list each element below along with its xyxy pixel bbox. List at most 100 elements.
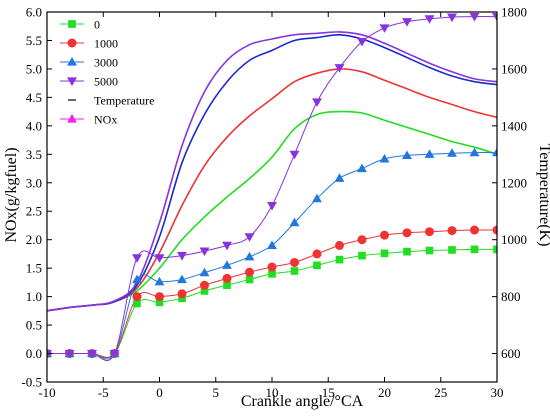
y-right-tick-label: 1400	[501, 118, 527, 133]
legend-label-3000: 3000	[94, 56, 118, 70]
nox-point-5000	[334, 64, 345, 73]
temperature-line-0	[47, 110, 497, 312]
legend-marker-3000	[67, 57, 77, 66]
y-axis-right-label: Temperature(K)	[536, 144, 550, 247]
nox-point-1000	[425, 227, 434, 237]
nox-point-0	[313, 261, 321, 270]
nox-point-1000	[335, 240, 344, 250]
nox-point-0	[403, 247, 411, 256]
nox-point-0	[245, 275, 254, 284]
nox-point-5000	[199, 247, 210, 257]
x-tick-label: 25	[434, 385, 447, 400]
nox-point-1000	[155, 292, 164, 302]
y-left-tick-label: 2.0	[26, 232, 42, 247]
nox-point-5000	[289, 150, 300, 160]
nox-point-0	[200, 287, 209, 295]
nox-point-1000	[470, 225, 479, 235]
nox-point-5000	[64, 349, 75, 359]
plot-area	[46, 11, 498, 383]
nox-point-3000	[199, 267, 210, 277]
nox-point-3000	[469, 147, 480, 157]
nox-point-0	[178, 294, 186, 303]
nox-point-5000	[447, 13, 457, 23]
nox-point-5000	[244, 233, 255, 242]
nox-point-3000	[267, 240, 277, 249]
nox-line-3000	[47, 152, 497, 360]
y-right-tick-label: 1800	[501, 5, 527, 20]
nox-point-3000	[289, 217, 300, 227]
x-tick-label: 5	[213, 385, 220, 400]
nox-point-0	[358, 251, 366, 260]
legend-label-1000: 1000	[94, 37, 118, 51]
nox-point-5000	[424, 15, 435, 24]
nox-point-0	[155, 298, 164, 307]
nox-point-5000	[312, 98, 322, 107]
legend-label-0: 0	[94, 18, 100, 32]
nox-point-1000	[200, 280, 209, 290]
nox-point-3000	[379, 153, 390, 163]
temperature-line-3000	[47, 33, 497, 312]
y-left-tick-label: 4.5	[26, 90, 42, 105]
nox-point-5000	[109, 349, 120, 359]
nox-point-1000	[447, 226, 457, 236]
nox-point-0	[290, 267, 299, 275]
y-left-tick-label: 4.0	[26, 118, 42, 133]
nox-point-1000	[492, 225, 497, 235]
legend-marker-1000	[67, 38, 77, 48]
y-left-tick-label: 5.5	[26, 33, 42, 48]
nox-point-1000	[245, 267, 254, 277]
nox-point-5000	[47, 349, 52, 359]
nox-point-1000	[267, 262, 277, 272]
x-tick-label: -5	[98, 385, 109, 400]
legend-label-NOx: NOx	[94, 113, 117, 127]
nox-point-3000	[447, 148, 457, 157]
legend-marker-0	[68, 20, 76, 28]
nox-point-3000	[244, 251, 255, 261]
nox-point-0	[335, 255, 344, 264]
nox-point-1000	[380, 230, 389, 240]
nox-point-0	[380, 249, 389, 258]
nox-point-1000	[132, 292, 142, 302]
y-left-tick-label: 2.5	[26, 204, 42, 219]
nox-point-3000	[402, 150, 412, 160]
y-right-tick-label: 600	[501, 346, 521, 361]
nox-point-5000	[357, 38, 367, 47]
legend-marker-NOx	[67, 114, 77, 123]
legend: 0 1000 3000 5000 Temperature NOx	[60, 18, 154, 127]
nox-point-5000	[379, 24, 390, 33]
y-right-tick-label: 1200	[501, 175, 527, 190]
series-group	[47, 12, 497, 362]
x-tick-label: 30	[491, 385, 504, 400]
nox-point-3000	[154, 276, 165, 286]
nox-point-5000	[177, 252, 187, 261]
nox-point-1000	[357, 235, 367, 245]
nox-point-5000	[402, 18, 412, 27]
y-left-tick-label: 3.0	[26, 175, 42, 190]
nox-point-0	[448, 246, 456, 254]
nox-point-3000	[334, 173, 345, 182]
legend-label-5000: 5000	[94, 75, 118, 89]
x-tick-label: 10	[266, 385, 279, 400]
nox-point-5000	[267, 201, 277, 211]
temperature-line-5000	[47, 31, 497, 312]
nox-point-0	[223, 281, 231, 290]
nox-point-3000	[177, 274, 187, 284]
nox-point-1000	[312, 249, 322, 259]
y-left-tick-label: 1.5	[26, 261, 42, 276]
nox-point-5000	[492, 12, 497, 22]
y-axis-left-label: NOx(g/kgfuel)	[3, 147, 20, 242]
y-right-tick-label: 1000	[501, 232, 527, 247]
nox-point-3000	[492, 147, 497, 157]
nox-point-3000	[312, 193, 322, 203]
nox-point-5000	[469, 12, 480, 22]
y-left-tick-label: 5.0	[26, 61, 42, 76]
y-left-tick-label: 0.0	[26, 346, 42, 361]
nox-point-3000	[424, 149, 435, 158]
nox-point-3000	[132, 274, 142, 284]
nox-point-5000	[154, 254, 165, 263]
y-left-tick-label: 0.5	[26, 318, 42, 333]
nox-point-0	[133, 299, 141, 308]
x-tick-label: -10	[38, 385, 55, 400]
axis-ticks: -10 -5 0 5 10 15 20 25 30 -0.5 0.0 0.5 1.0 1.5 2.0 2.5 3…	[21, 5, 527, 401]
